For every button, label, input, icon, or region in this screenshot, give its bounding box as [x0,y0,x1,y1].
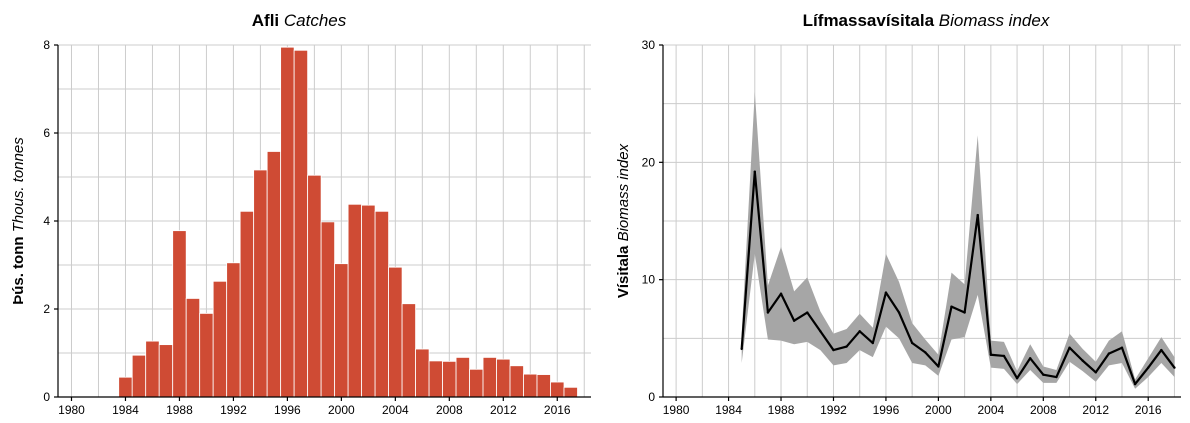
catches-x-tick-label: 2012 [490,403,517,417]
biomass-point [1055,375,1058,379]
biomass-point [963,311,966,314]
biomass-point [976,213,979,217]
biomass-point [950,305,953,308]
biomass-point [937,365,940,368]
biomass-point [1002,354,1006,358]
biomass-point [753,170,756,173]
biomass-point [1147,366,1150,369]
biomass-point [779,292,783,295]
biomass-point [1133,382,1137,386]
biomass-point [819,330,822,333]
catches-y-tick-label: 6 [43,126,50,140]
biomass-point [740,347,743,351]
biomass-y-tick-label: 30 [642,38,656,52]
biomass-x-tick-label: 2008 [1030,403,1057,417]
biomass-x-tick-label: 1992 [820,403,847,417]
catches-y-tick-label: 8 [43,38,50,52]
biomass-point [766,311,770,314]
biomass-chart-title: Lífmassavísitala Biomass index [803,11,1050,30]
biomass-index-line [740,170,1176,386]
catches-x-tick-label: 1996 [274,403,301,417]
catches-x-tick-label: 2000 [328,403,355,417]
biomass-point [910,341,914,345]
biomass-x-tick-label: 1980 [663,403,690,417]
biomass-point [1107,352,1111,355]
biomass-point [1094,371,1097,374]
biomass-x-tick-label: 2000 [925,403,952,417]
biomass-point [1015,377,1019,380]
catches-x-tick-label: 1992 [220,403,247,417]
biomass-point [858,330,861,333]
catches-chart-title: Afli Catches [252,11,347,30]
catches-x-tick-label: 1984 [112,403,139,417]
biomass-point [924,351,927,354]
biomass-point [1068,346,1071,349]
catches-x-tick-label: 2004 [382,403,409,417]
biomass-point [1081,359,1084,362]
catches-y-tick-label: 2 [43,302,50,316]
biomass-point [845,345,848,348]
biomass-point [897,311,901,314]
biomass-x-tick-label: 2012 [1082,403,1109,417]
catches-x-tick-label: 2016 [544,403,571,417]
biomass-point [1160,348,1163,352]
biomass-point [989,353,993,356]
biomass-point [806,311,809,314]
biomass-point [1120,346,1124,349]
biomass-x-tick-label: 2004 [977,403,1004,417]
catches-x-tick-label: 1988 [166,403,193,417]
catches-y-tick-label: 4 [43,214,50,228]
biomass-x-tick-label: 1984 [715,403,742,417]
biomass-y-tick-label: 10 [642,273,656,287]
biomass-confidence-band [741,91,1175,389]
biomass-y-tick-label: 0 [648,390,655,404]
biomass-y-tick-label: 20 [642,155,656,169]
biomass-x-tick-label: 1996 [873,403,900,417]
catches-chart: Afli Catches 1980 1984 1988 1992 1996 2000 200… [10,11,591,417]
biomass-point [832,348,835,352]
biomass-point [1042,373,1045,376]
biomass-point [871,341,875,345]
biomass-x-tick-label: 1988 [768,403,795,417]
biomass-x-tick-label: 2016 [1135,403,1162,417]
biomass-point [792,319,796,322]
catches-y-axis-label: Þús. tonn Thous. tonnes [10,137,27,305]
biomass-point [1028,357,1032,360]
biomass-point [884,291,888,294]
catches-x-tick-label: 2008 [436,403,463,417]
catches-y-tick-label: 0 [43,390,50,404]
biomass-y-axis-label: Vísitala Biomass index [615,143,632,298]
biomass-point [1173,366,1176,369]
catches-x-tick-label: 1980 [58,403,85,417]
